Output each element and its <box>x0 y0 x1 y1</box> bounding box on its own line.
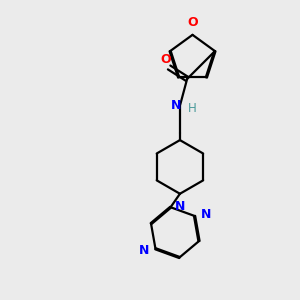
Text: O: O <box>160 53 170 66</box>
Text: N: N <box>171 99 181 112</box>
Text: N: N <box>175 200 185 213</box>
Text: N: N <box>200 208 211 221</box>
Text: N: N <box>139 244 150 257</box>
Text: H: H <box>188 102 197 115</box>
Text: O: O <box>187 16 198 29</box>
